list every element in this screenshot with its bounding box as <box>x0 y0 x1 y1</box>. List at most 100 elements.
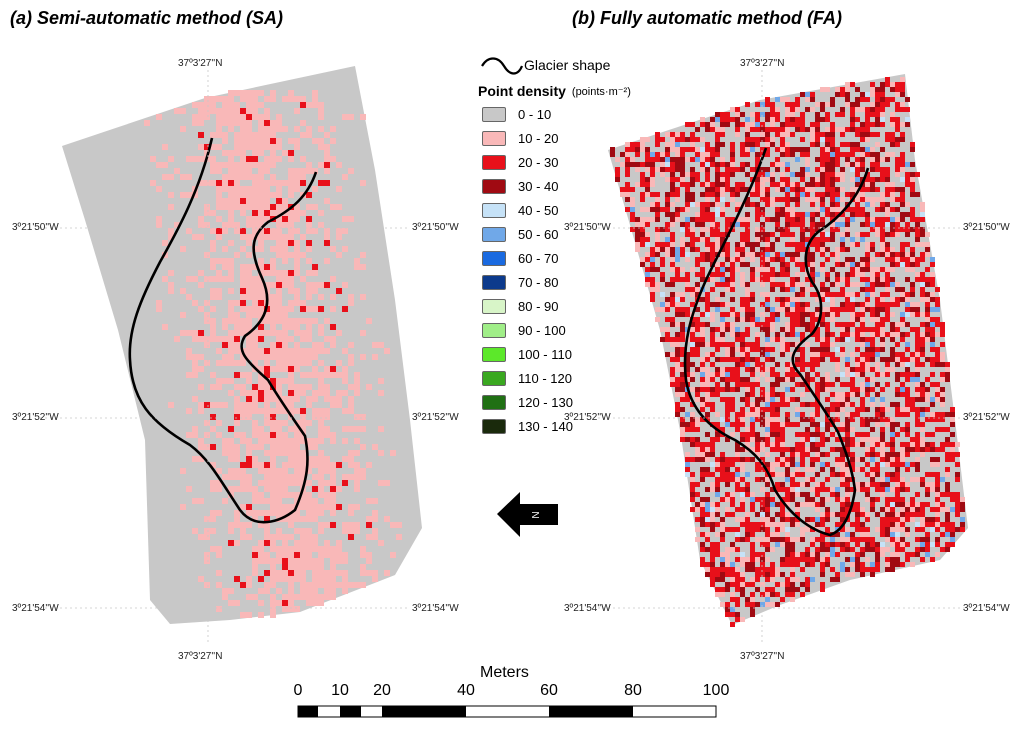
density-cell <box>740 262 745 267</box>
density-cell <box>830 207 835 212</box>
density-cell <box>318 426 324 432</box>
density-cell <box>710 302 715 307</box>
density-cell <box>875 197 880 202</box>
density-cell <box>210 372 216 378</box>
density-cell <box>770 462 775 467</box>
density-cell <box>895 407 900 412</box>
density-cell <box>720 497 725 502</box>
density-cell <box>810 97 815 102</box>
density-cell <box>845 162 850 167</box>
density-cell <box>720 472 725 477</box>
density-cell <box>765 497 770 502</box>
density-cell <box>252 384 258 390</box>
density-cell <box>264 414 270 420</box>
density-cell <box>860 397 865 402</box>
density-cell <box>825 172 830 177</box>
density-cell <box>720 537 725 542</box>
density-cell <box>610 147 615 152</box>
density-cell <box>895 342 900 347</box>
density-cell <box>860 237 865 242</box>
density-cell <box>915 307 920 312</box>
density-cell <box>312 576 318 582</box>
density-cell <box>700 477 705 482</box>
density-cell <box>855 362 860 367</box>
density-cell <box>192 396 198 402</box>
density-cell <box>186 174 192 180</box>
density-cell <box>660 152 665 157</box>
glacier-legend-line-icon <box>481 57 524 75</box>
density-cell <box>745 582 750 587</box>
density-cell <box>775 392 780 397</box>
density-cell <box>875 307 880 312</box>
density-cell <box>830 97 835 102</box>
density-cell <box>860 537 865 542</box>
density-cell <box>845 87 850 92</box>
density-cell <box>850 437 855 442</box>
density-cell <box>860 137 865 142</box>
density-cell <box>885 242 890 247</box>
density-cell <box>330 594 336 600</box>
density-cell <box>770 537 775 542</box>
density-cell <box>885 292 890 297</box>
density-cell <box>785 472 790 477</box>
legend-item-label: 50 - 60 <box>518 226 559 242</box>
density-cell <box>294 216 300 222</box>
density-cell <box>210 426 216 432</box>
density-cell <box>270 282 276 288</box>
density-cell <box>705 432 710 437</box>
density-cell <box>258 558 264 564</box>
density-cell <box>940 447 945 452</box>
density-cell <box>835 92 840 97</box>
density-cell <box>765 492 770 497</box>
density-cell <box>830 547 835 552</box>
density-cell <box>780 197 785 202</box>
density-cell <box>870 417 875 422</box>
density-cell <box>850 162 855 167</box>
density-cell <box>800 222 805 227</box>
density-cell <box>750 347 755 352</box>
density-cell <box>865 357 870 362</box>
density-cell <box>750 252 755 257</box>
density-cell <box>330 324 336 330</box>
density-cell <box>234 180 240 186</box>
density-cell <box>318 450 324 456</box>
density-cell <box>730 472 735 477</box>
density-cell <box>665 212 670 217</box>
density-cell <box>336 540 342 546</box>
density-cell <box>318 138 324 144</box>
density-cell <box>180 174 186 180</box>
density-cell <box>750 367 755 372</box>
density-cell <box>222 246 228 252</box>
density-cell <box>855 132 860 137</box>
density-cell <box>765 377 770 382</box>
density-cell <box>935 537 940 542</box>
density-cell <box>710 472 715 477</box>
density-cell <box>282 342 288 348</box>
density-cell <box>825 112 830 117</box>
density-cell <box>735 582 740 587</box>
density-cell <box>258 426 264 432</box>
density-cell <box>270 174 276 180</box>
density-cell <box>258 162 264 168</box>
density-cell <box>900 122 905 127</box>
density-cell <box>930 402 935 407</box>
density-cell <box>715 152 720 157</box>
density-cell <box>825 142 830 147</box>
density-cell <box>705 497 710 502</box>
density-cell <box>342 570 348 576</box>
density-cell <box>300 450 306 456</box>
density-cell <box>785 242 790 247</box>
density-cell <box>830 447 835 452</box>
density-cell <box>890 462 895 467</box>
density-cell <box>825 277 830 282</box>
density-cell <box>840 277 845 282</box>
legend-item-label: 90 - 100 <box>518 322 566 338</box>
density-cell <box>360 444 366 450</box>
density-cell <box>670 187 675 192</box>
density-cell <box>785 267 790 272</box>
density-cell <box>810 477 815 482</box>
density-cell <box>270 426 276 432</box>
density-cell <box>324 492 330 498</box>
density-cell <box>910 177 915 182</box>
density-cell <box>210 318 216 324</box>
